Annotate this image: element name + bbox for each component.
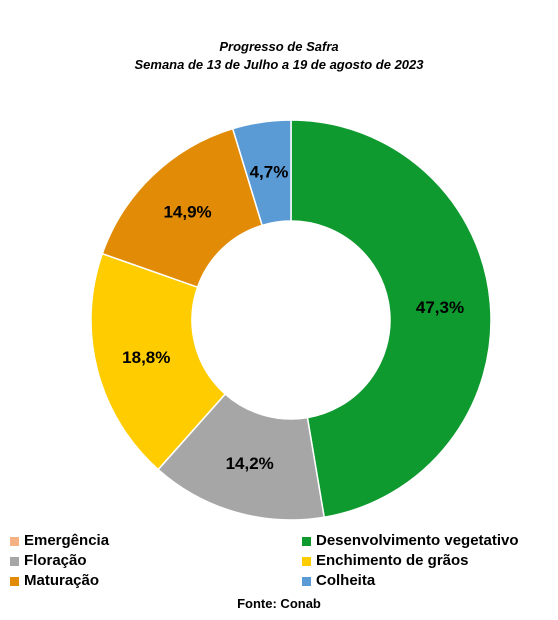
legend-label-enchimento: Enchimento de grãos [316, 552, 469, 569]
legend-item-desenvolvimento: Desenvolvimento vegetativo [302, 532, 519, 550]
chart-subtitle: Semana de 13 de Julho a 19 de agosto de … [134, 57, 424, 72]
slice-label-floracao: 14,2% [226, 454, 274, 473]
slice-label-desenvolvimento-vegetativo: 47,3% [416, 298, 464, 317]
legend-label-desenvolvimento: Desenvolvimento vegetativo [316, 532, 519, 549]
slice-floracao [157, 392, 326, 521]
chart-source: Fonte: Conab [237, 596, 321, 611]
legend-item-maturacao: Maturação [10, 572, 99, 590]
chart-title: Progresso de Safra [219, 39, 339, 54]
legend-label-colheita: Colheita [316, 572, 376, 589]
legend-item-floracao: Floração [10, 552, 87, 570]
legend-label-emergencia: Emergência [24, 532, 110, 549]
slice-desenvolvimento-vegetativo [290, 119, 492, 519]
legend-item-enchimento: Enchimento de grãos [302, 552, 469, 570]
legend-swatch-enchimento [302, 556, 311, 566]
legend-label-floracao: Floração [24, 552, 87, 569]
slice-label-colheita: 4,7% [250, 163, 289, 182]
legend-swatch-floracao [10, 556, 19, 566]
legend-swatch-emergencia [10, 536, 19, 546]
legend-item-colheita: Colheita [302, 572, 375, 590]
slice-enchimento-de-graos [90, 252, 227, 471]
legend-item-emergencia: Emergência [10, 532, 109, 550]
donut-chart: 47,3% 14,2% 18,8% 14,9% 4,7% [90, 119, 492, 521]
legend-swatch-desenvolvimento [302, 536, 311, 546]
legend-swatch-maturacao [10, 576, 19, 586]
slice-label-maturacao: 14,9% [163, 203, 211, 222]
slice-colheita [231, 119, 292, 227]
legend-label-maturacao: Maturação [24, 572, 100, 589]
slice-label-enchimento-de-graos: 18,8% [122, 348, 170, 367]
legend-swatch-colheita [302, 576, 311, 586]
